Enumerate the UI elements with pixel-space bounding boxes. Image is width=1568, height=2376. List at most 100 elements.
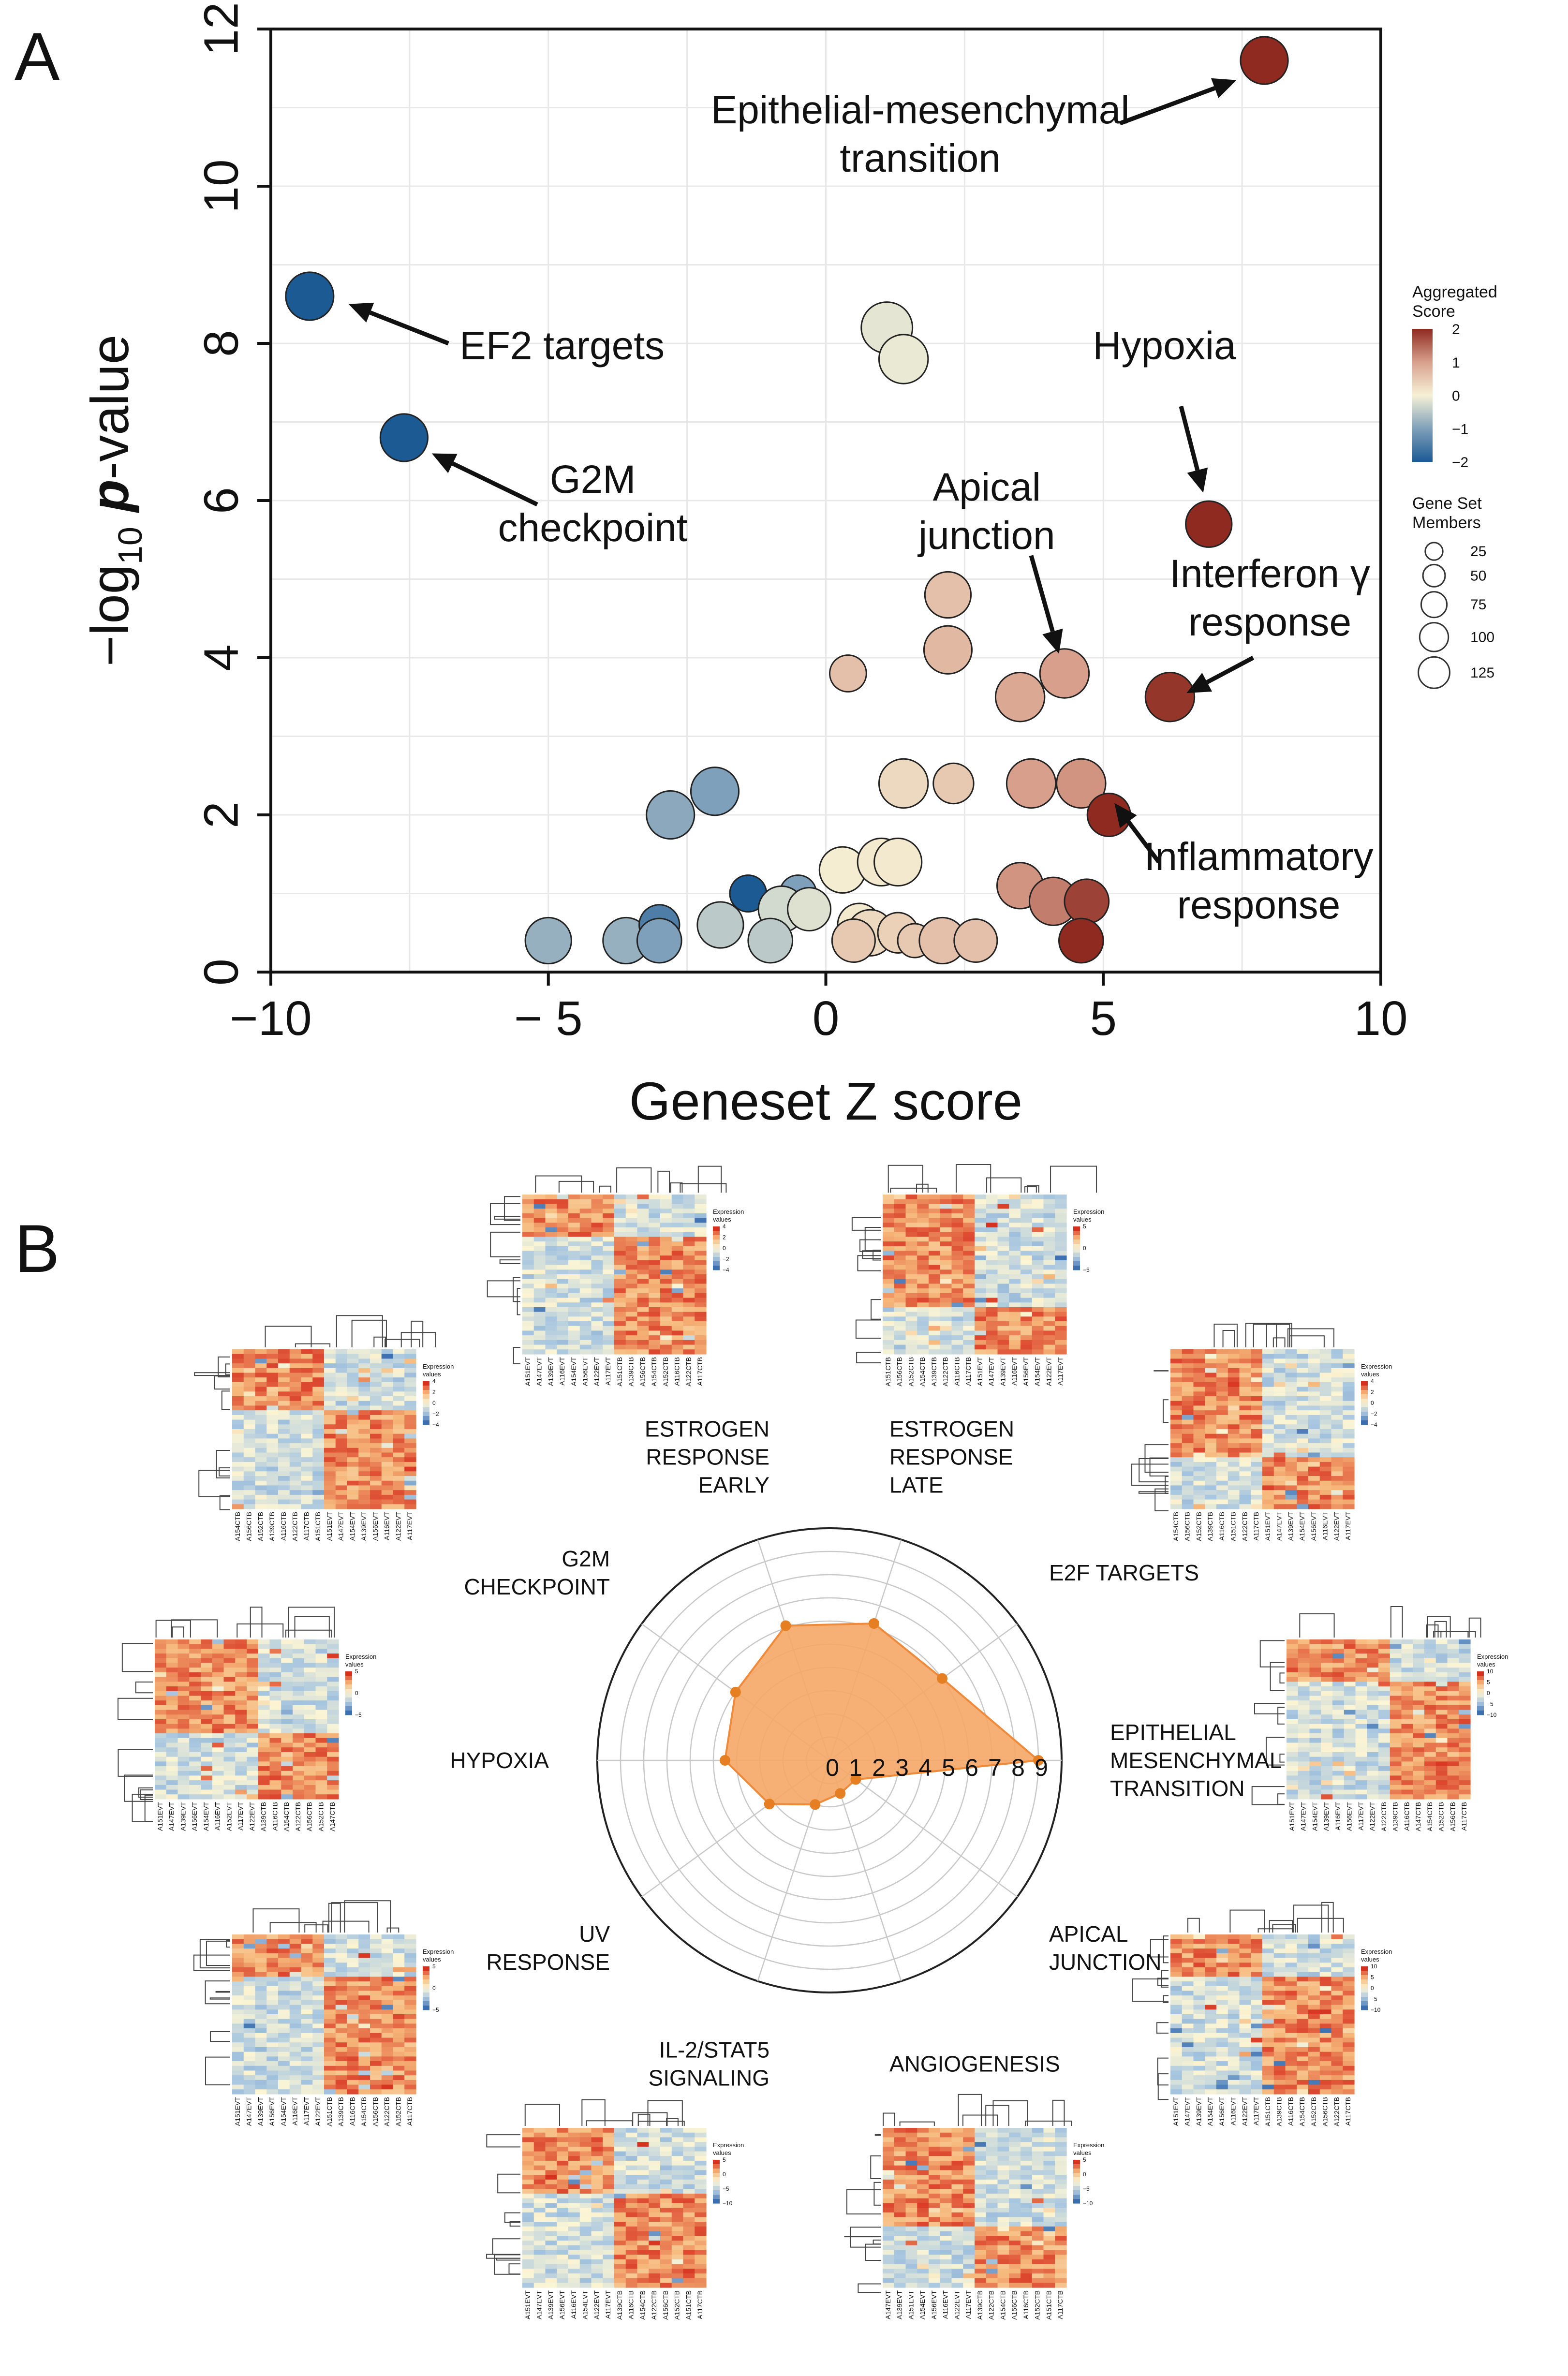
heatmap-cell (637, 1237, 649, 1242)
heatmap-cell (243, 2005, 256, 2010)
heatmap-cell (324, 1981, 336, 1987)
heatmap-cell (1170, 1499, 1183, 1505)
heatmap-cell (1273, 2070, 1286, 2076)
heatmap-cell (1344, 1653, 1356, 1659)
heatmap-cell (894, 1227, 906, 1233)
heatmap-cell (649, 2132, 661, 2138)
heatmap-cell (568, 1241, 580, 1247)
heatmap-cell (1297, 1967, 1309, 1973)
heatmap-cell (1216, 1991, 1228, 1996)
heatmap-cell (545, 1213, 557, 1219)
heatmap-cell (1331, 2089, 1343, 2095)
heatmap-cell (1251, 2075, 1263, 2081)
heatmap-cell (1413, 1794, 1425, 1800)
expression-legend-title: Expression (423, 1363, 454, 1370)
heatmap-cell (1298, 1733, 1310, 1739)
heatmap-cell (614, 1307, 626, 1313)
heatmap-cell (905, 1232, 917, 1237)
heatmap-cell (327, 1747, 339, 1753)
heatmap-cell (301, 1967, 313, 1973)
heatmap-cell (293, 1733, 305, 1739)
heatmap-cell (301, 2089, 313, 2095)
expression-legend-tick: 2 (723, 1234, 726, 1241)
heatmap-cell (545, 1199, 557, 1205)
heatmap-cell (327, 1668, 339, 1673)
heatmap-cell (1273, 2051, 1286, 2057)
heatmap-cell (603, 1312, 615, 1317)
heatmap-cell (1344, 1794, 1356, 1800)
heatmap-cell (568, 1209, 580, 1214)
heatmap-cell (335, 1461, 348, 1467)
heatmap-cell (255, 1429, 267, 1434)
heatmap-cell (1459, 1719, 1471, 1725)
heatmap-cell (223, 1705, 236, 1711)
heatmap-cell (557, 1316, 569, 1322)
heatmap-cell (1343, 2080, 1355, 2085)
heatmap-cell (1239, 2009, 1251, 2015)
heatmap-cell (235, 1649, 247, 1654)
heatmap-cell (1355, 1700, 1367, 1706)
heatmap-cell (223, 1639, 236, 1645)
heatmap-cell (1193, 2042, 1205, 2048)
heatmap-cell (381, 2009, 394, 2015)
heatmap-cell (695, 1237, 707, 1242)
heatmap-cell (637, 1340, 649, 1345)
heatmap-cell (235, 1682, 247, 1687)
heatmap-cell (671, 1213, 684, 1219)
heatmap-column-label: A122EVT (314, 2097, 322, 2126)
heatmap-cell (963, 1330, 975, 1336)
heatmap-cell (258, 1639, 270, 1645)
heatmap-cell (1273, 2009, 1286, 2015)
heatmap-cell (166, 1761, 178, 1767)
heatmap-cell (1297, 1424, 1309, 1430)
heatmap-column-label: A122CTB (383, 2097, 391, 2126)
heatmap-cell (1205, 2037, 1217, 2043)
heatmap-cell (1009, 1293, 1021, 1299)
heatmap-cell (266, 1471, 279, 1476)
heatmap-cell (393, 2005, 405, 2010)
heatmap-cell (155, 1644, 167, 1650)
heatmap-cell (347, 2019, 359, 2024)
heatmap-cell (625, 1340, 638, 1345)
expression-legend-tick: 4 (723, 1223, 726, 1230)
column-dendrogram (155, 1607, 335, 1638)
heatmap-cell (266, 1415, 279, 1420)
heatmap-cell (266, 1438, 279, 1444)
heatmap-cell (1193, 1991, 1205, 1996)
heatmap-cell (278, 1944, 290, 1949)
heatmap-cell (304, 1756, 316, 1762)
heatmap-cell (1021, 1227, 1033, 1233)
heatmap-cell (304, 1742, 316, 1748)
heatmap-cell (1435, 1738, 1448, 1743)
heatmap-cell (975, 1326, 987, 1331)
heatmap-cell (1251, 2089, 1263, 2095)
heatmap-cell (951, 1237, 963, 1242)
heatmap-cell (1319, 2061, 1332, 2066)
heatmap-cell (1228, 2070, 1240, 2076)
heatmap-cell (1193, 2051, 1205, 2057)
heatmap-cell (1287, 1696, 1299, 1701)
heatmap-cell (1355, 1756, 1367, 1762)
heatmap-cell (883, 1227, 895, 1233)
dendrogram-branch (1149, 1457, 1169, 1477)
heatmap-cell (1182, 1354, 1194, 1359)
heatmap-cell (381, 1447, 394, 1453)
heatmap-cell (1170, 1461, 1183, 1467)
heatmap-cell (603, 1344, 615, 1350)
heatmap-cell (929, 1274, 941, 1280)
heatmap-column-label: A139EVT (360, 1512, 368, 1541)
heatmap-cell (1170, 1948, 1183, 1954)
heatmap-cell (324, 2037, 336, 2043)
heatmap-cell (235, 1766, 247, 1771)
heatmap-cell (1193, 1466, 1205, 1472)
heatmap-cell (166, 1691, 178, 1697)
heatmap-cell (894, 1293, 906, 1299)
heatmap-cell (1205, 2051, 1217, 2057)
heatmap-cell (281, 1663, 293, 1668)
heatmap-cell (1170, 1963, 1183, 1968)
dendrogram-branch (237, 1623, 284, 1638)
heatmap-cell (591, 1199, 603, 1205)
heatmap-cell (986, 1279, 998, 1284)
heatmap-cell (1355, 1724, 1367, 1729)
heatmap-cell (1032, 1302, 1044, 1308)
